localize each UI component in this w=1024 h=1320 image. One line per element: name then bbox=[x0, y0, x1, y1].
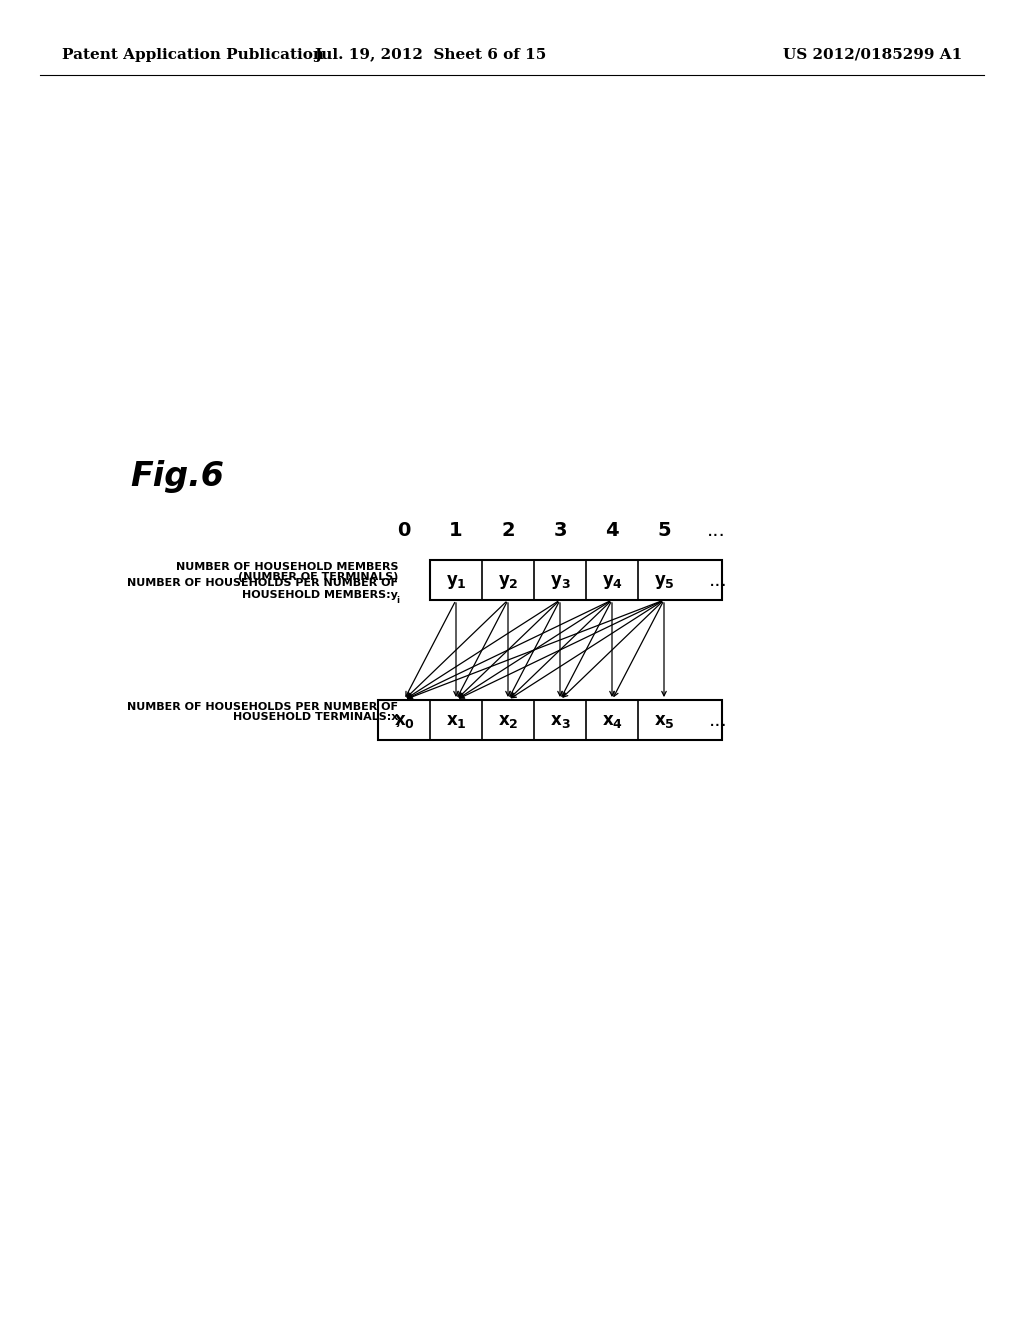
Text: ...: ... bbox=[707, 520, 725, 540]
Text: x: x bbox=[394, 711, 406, 729]
Text: 5: 5 bbox=[657, 520, 671, 540]
Text: x: x bbox=[446, 711, 458, 729]
Text: 0: 0 bbox=[397, 520, 411, 540]
Text: 4: 4 bbox=[605, 520, 618, 540]
Text: 0: 0 bbox=[404, 718, 414, 731]
Text: ...: ... bbox=[709, 710, 727, 730]
Text: 1: 1 bbox=[450, 520, 463, 540]
Text: 5: 5 bbox=[665, 718, 674, 731]
Text: 1: 1 bbox=[457, 578, 465, 591]
Text: (NUMBER OF TERMINALS): (NUMBER OF TERMINALS) bbox=[238, 572, 398, 582]
Text: 2: 2 bbox=[501, 520, 515, 540]
Text: i: i bbox=[396, 597, 399, 605]
Text: 2: 2 bbox=[509, 578, 517, 591]
Bar bbox=[378, 700, 722, 741]
Text: 3: 3 bbox=[553, 520, 566, 540]
Text: y: y bbox=[654, 572, 666, 589]
Text: NUMBER OF HOUSEHOLDS PER NUMBER OF: NUMBER OF HOUSEHOLDS PER NUMBER OF bbox=[127, 578, 398, 587]
Text: US 2012/0185299 A1: US 2012/0185299 A1 bbox=[782, 48, 962, 62]
Text: x: x bbox=[603, 711, 613, 729]
Text: y: y bbox=[499, 572, 509, 589]
Text: Patent Application Publication: Patent Application Publication bbox=[62, 48, 324, 62]
Text: NUMBER OF HOUSEHOLD MEMBERS: NUMBER OF HOUSEHOLD MEMBERS bbox=[175, 562, 398, 572]
Text: y: y bbox=[446, 572, 458, 589]
Bar bbox=[430, 560, 722, 601]
Text: 3: 3 bbox=[561, 578, 569, 591]
Text: y: y bbox=[602, 572, 613, 589]
Text: x: x bbox=[654, 711, 666, 729]
Text: Jul. 19, 2012  Sheet 6 of 15: Jul. 19, 2012 Sheet 6 of 15 bbox=[314, 48, 546, 62]
Text: 2: 2 bbox=[509, 718, 517, 731]
Text: 3: 3 bbox=[561, 718, 569, 731]
Text: x: x bbox=[499, 711, 509, 729]
Text: Fig.6: Fig.6 bbox=[130, 459, 224, 492]
Text: x: x bbox=[551, 711, 561, 729]
Text: ...: ... bbox=[709, 570, 727, 590]
Text: 4: 4 bbox=[612, 578, 622, 591]
Text: HOUSEHOLD TERMINALS:x: HOUSEHOLD TERMINALS:x bbox=[232, 711, 398, 722]
Text: 4: 4 bbox=[612, 718, 622, 731]
Text: y: y bbox=[551, 572, 561, 589]
Text: 1: 1 bbox=[457, 718, 465, 731]
Text: HOUSEHOLD MEMBERS:y: HOUSEHOLD MEMBERS:y bbox=[242, 590, 398, 601]
Text: 5: 5 bbox=[665, 578, 674, 591]
Text: j: j bbox=[396, 718, 399, 727]
Text: NUMBER OF HOUSEHOLDS PER NUMBER OF: NUMBER OF HOUSEHOLDS PER NUMBER OF bbox=[127, 702, 398, 711]
